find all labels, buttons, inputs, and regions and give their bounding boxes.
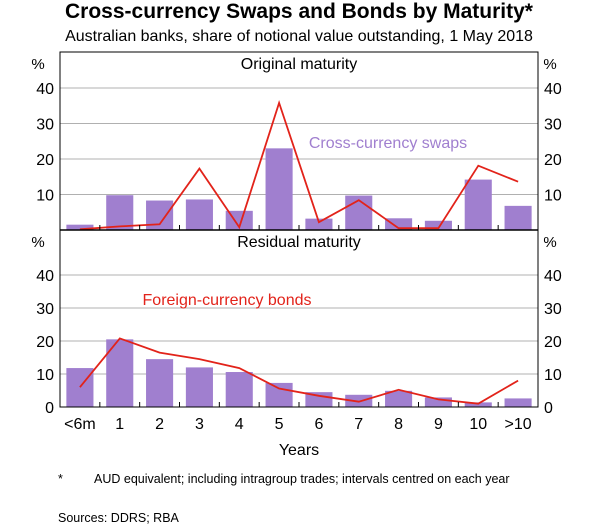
panel-2-ytick-left: 10 [36, 367, 54, 384]
panel-1-ytick-left: 30 [36, 117, 54, 134]
x-tick-label: 4 [235, 416, 244, 433]
panel-1-unit-right: % [543, 56, 556, 73]
panel-2-ytick-left: 20 [36, 334, 54, 351]
panel-1-bar [345, 195, 373, 230]
x-tick-label: <6m [64, 416, 96, 433]
panel-2-bar [225, 372, 253, 407]
x-tick-label: 7 [354, 416, 363, 433]
panel-2-unit-left: % [31, 234, 44, 251]
panel-2-bar [146, 359, 174, 407]
panel-2-unit-right: % [543, 234, 556, 251]
panel-1-ytick-right: 20 [544, 152, 562, 169]
panel-2-ytick-left: 40 [36, 268, 54, 285]
panel-2-ytick-left: 30 [36, 301, 54, 318]
panel-1-title: Original maturity [241, 56, 357, 73]
panel-2-bar [424, 397, 452, 407]
panel-1-bar [385, 218, 413, 230]
panel-2-ytick-right: 0 [544, 400, 553, 417]
panel-2-ytick-left: 0 [45, 400, 54, 417]
x-tick-label: 8 [394, 416, 403, 433]
x-tick-label: >10 [505, 416, 532, 433]
panel-1-bar [265, 148, 293, 230]
panel-1-ytick-left: 20 [36, 152, 54, 169]
x-tick-label: 1 [115, 416, 124, 433]
chart-subtitle: Australian banks, share of notional valu… [65, 28, 533, 45]
panel-1-ytick-right: 40 [544, 81, 562, 98]
chart-title: Cross-currency Swaps and Bonds by Maturi… [65, 0, 533, 23]
x-tick-label: 3 [195, 416, 204, 433]
panel-1-bar [424, 220, 452, 230]
panel-2-series-label: Foreign-currency bonds [143, 292, 312, 309]
panel-2-bar [265, 382, 293, 407]
footnote-marker: * [58, 472, 63, 486]
panel-1-ytick-left: 40 [36, 81, 54, 98]
x-tick-label: 6 [314, 416, 323, 433]
panel-2-bar [385, 390, 413, 407]
panel-2-bar [66, 368, 94, 407]
panel-2-ytick-right: 30 [544, 301, 562, 318]
panel-1-ytick-right: 30 [544, 117, 562, 134]
sources-note: Sources: DDRS; RBA [58, 511, 179, 525]
panel-2-ytick-right: 40 [544, 268, 562, 285]
panel-1-bar [464, 179, 492, 230]
panel-1-bar [106, 195, 134, 230]
panel-1-bar [185, 199, 213, 230]
panel-1-ytick-left: 10 [36, 188, 54, 205]
panel-2-bar [305, 392, 333, 407]
panel-1-bar [305, 218, 333, 230]
x-axis-title: Years [279, 442, 319, 459]
x-tick-label: 5 [275, 416, 284, 433]
panel-2-line-series [79, 337, 519, 405]
panel-1-ytick-right: 10 [544, 188, 562, 205]
footnote-text: AUD equivalent; including intragroup tra… [94, 472, 510, 486]
panel-2-bar [464, 402, 492, 407]
panel-2-title: Residual maturity [237, 234, 361, 251]
panel-1-bar [504, 205, 532, 230]
panel-2-bar [185, 367, 213, 407]
panel-2-ytick-right: 20 [544, 334, 562, 351]
panel-2-ytick-right: 10 [544, 367, 562, 384]
panel-1-line-series [79, 100, 519, 231]
x-tick-label: 2 [155, 416, 164, 433]
panel-1-series-label: Cross-currency swaps [309, 135, 467, 152]
panel-1-bar [66, 224, 94, 230]
x-tick-label: 10 [469, 416, 487, 433]
x-tick-label: 9 [434, 416, 443, 433]
panel-2-bar [504, 398, 532, 407]
panel-1-unit-left: % [31, 56, 44, 73]
